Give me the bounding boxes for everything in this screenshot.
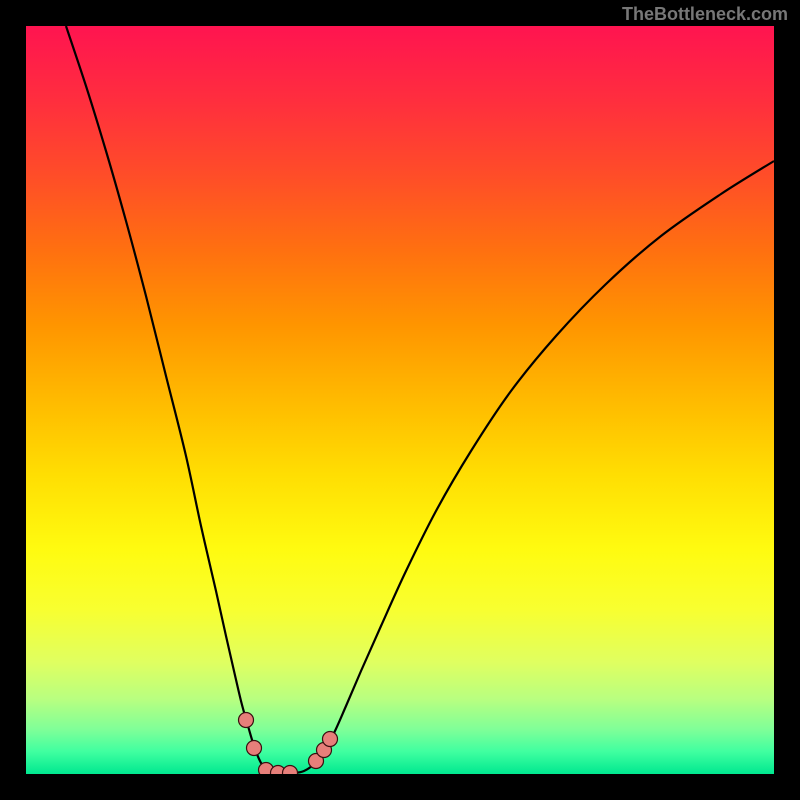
data-marker [247,741,262,756]
data-marker [239,713,254,728]
chart-area [26,26,774,774]
watermark-text: TheBottleneck.com [622,4,788,25]
chart-background [26,26,774,774]
data-marker [323,732,338,747]
chart-svg [26,26,774,774]
